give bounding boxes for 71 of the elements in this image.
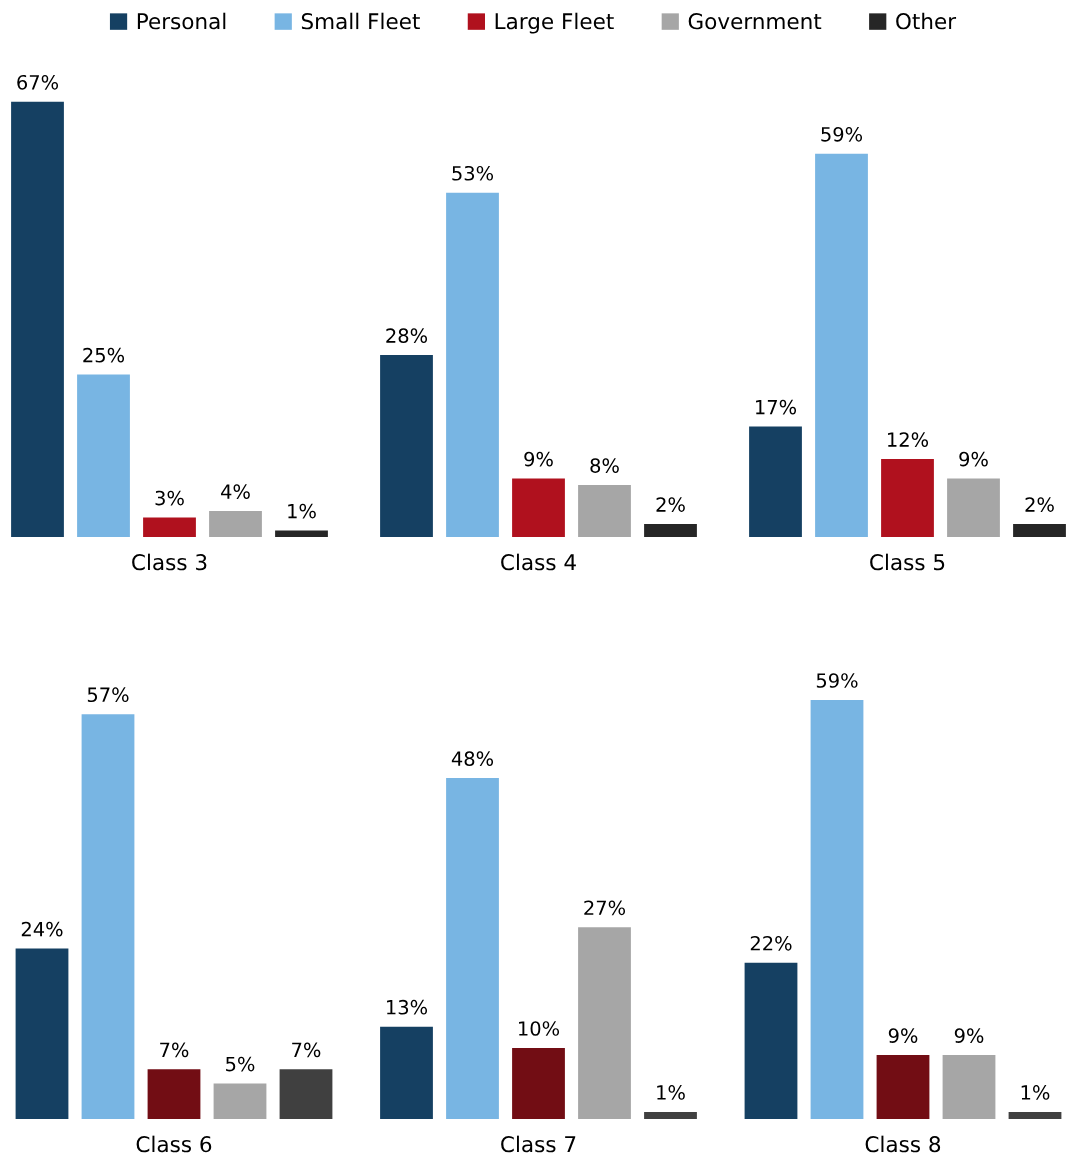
bar <box>881 459 934 537</box>
data-label: 67% <box>17 74 59 90</box>
bar <box>446 192 499 537</box>
bar <box>15 948 69 1119</box>
data-label: 9% <box>888 1028 918 1043</box>
bar <box>578 485 631 537</box>
data-label: 7% <box>292 1042 321 1058</box>
data-label: 9% <box>524 451 553 467</box>
bar <box>279 1069 333 1119</box>
bar <box>810 699 864 1119</box>
data-label: 27% <box>584 900 626 916</box>
bar <box>1013 524 1066 537</box>
data-label: 28% <box>386 328 428 344</box>
data-label: 12% <box>888 432 929 447</box>
bar <box>512 478 565 537</box>
x-tick-label: Class 8 <box>865 1135 941 1153</box>
bar <box>644 524 697 537</box>
bar <box>147 1069 201 1119</box>
x-tick-label: Class 5 <box>870 553 945 571</box>
legend-label: Other <box>896 12 957 30</box>
data-label: 53% <box>452 165 494 181</box>
data-label: 1% <box>657 1085 685 1100</box>
data-label: 8% <box>590 458 619 473</box>
legend-label: Government <box>688 13 822 30</box>
bar <box>815 153 868 537</box>
bar <box>380 1026 433 1119</box>
bar <box>512 1047 565 1119</box>
bar <box>446 778 499 1119</box>
data-label: 59% <box>816 673 858 688</box>
data-label: 10% <box>519 1021 560 1036</box>
data-label: 5% <box>226 1056 255 1072</box>
data-label: 2% <box>656 497 685 512</box>
x-tick-label: Class 4 <box>501 553 576 571</box>
data-label: 3% <box>155 490 184 506</box>
bar <box>77 374 130 537</box>
bar <box>749 426 802 537</box>
data-label: 1% <box>288 503 316 519</box>
x-tick-label: Class 7 <box>501 1135 576 1153</box>
data-label: 25% <box>83 347 125 363</box>
data-label: 17% <box>756 399 797 415</box>
data-label: 13% <box>387 999 428 1015</box>
bar <box>942 1055 996 1119</box>
legend-label: Personal <box>137 12 226 30</box>
legend-label: Large Fleet <box>495 12 614 34</box>
data-label: 22% <box>750 935 792 951</box>
data-label: 9% <box>954 1028 984 1043</box>
data-label: 57% <box>87 687 129 703</box>
data-label: 59% <box>821 126 863 142</box>
data-label: 24% <box>21 921 63 937</box>
bar <box>1008 1111 1062 1119</box>
bar <box>876 1055 930 1119</box>
bar <box>380 355 433 537</box>
legend-label: Small Fleet <box>301 12 420 30</box>
bar <box>143 517 196 537</box>
x-tick-label: Class 3 <box>132 553 207 571</box>
bar <box>947 478 1000 537</box>
bar <box>213 1083 267 1119</box>
bar <box>209 511 262 537</box>
bar <box>744 962 798 1119</box>
bar <box>578 927 631 1119</box>
bar <box>275 530 328 537</box>
data-label: 2% <box>1025 497 1054 512</box>
bar <box>644 1111 697 1119</box>
x-tick-label: Class 6 <box>136 1135 212 1153</box>
bar <box>81 714 135 1119</box>
data-label: 4% <box>221 484 250 499</box>
data-label: 9% <box>959 451 988 467</box>
data-label: 48% <box>451 751 494 766</box>
bar <box>11 101 64 537</box>
data-label: 1% <box>1021 1085 1050 1100</box>
data-label: 7% <box>160 1042 189 1058</box>
